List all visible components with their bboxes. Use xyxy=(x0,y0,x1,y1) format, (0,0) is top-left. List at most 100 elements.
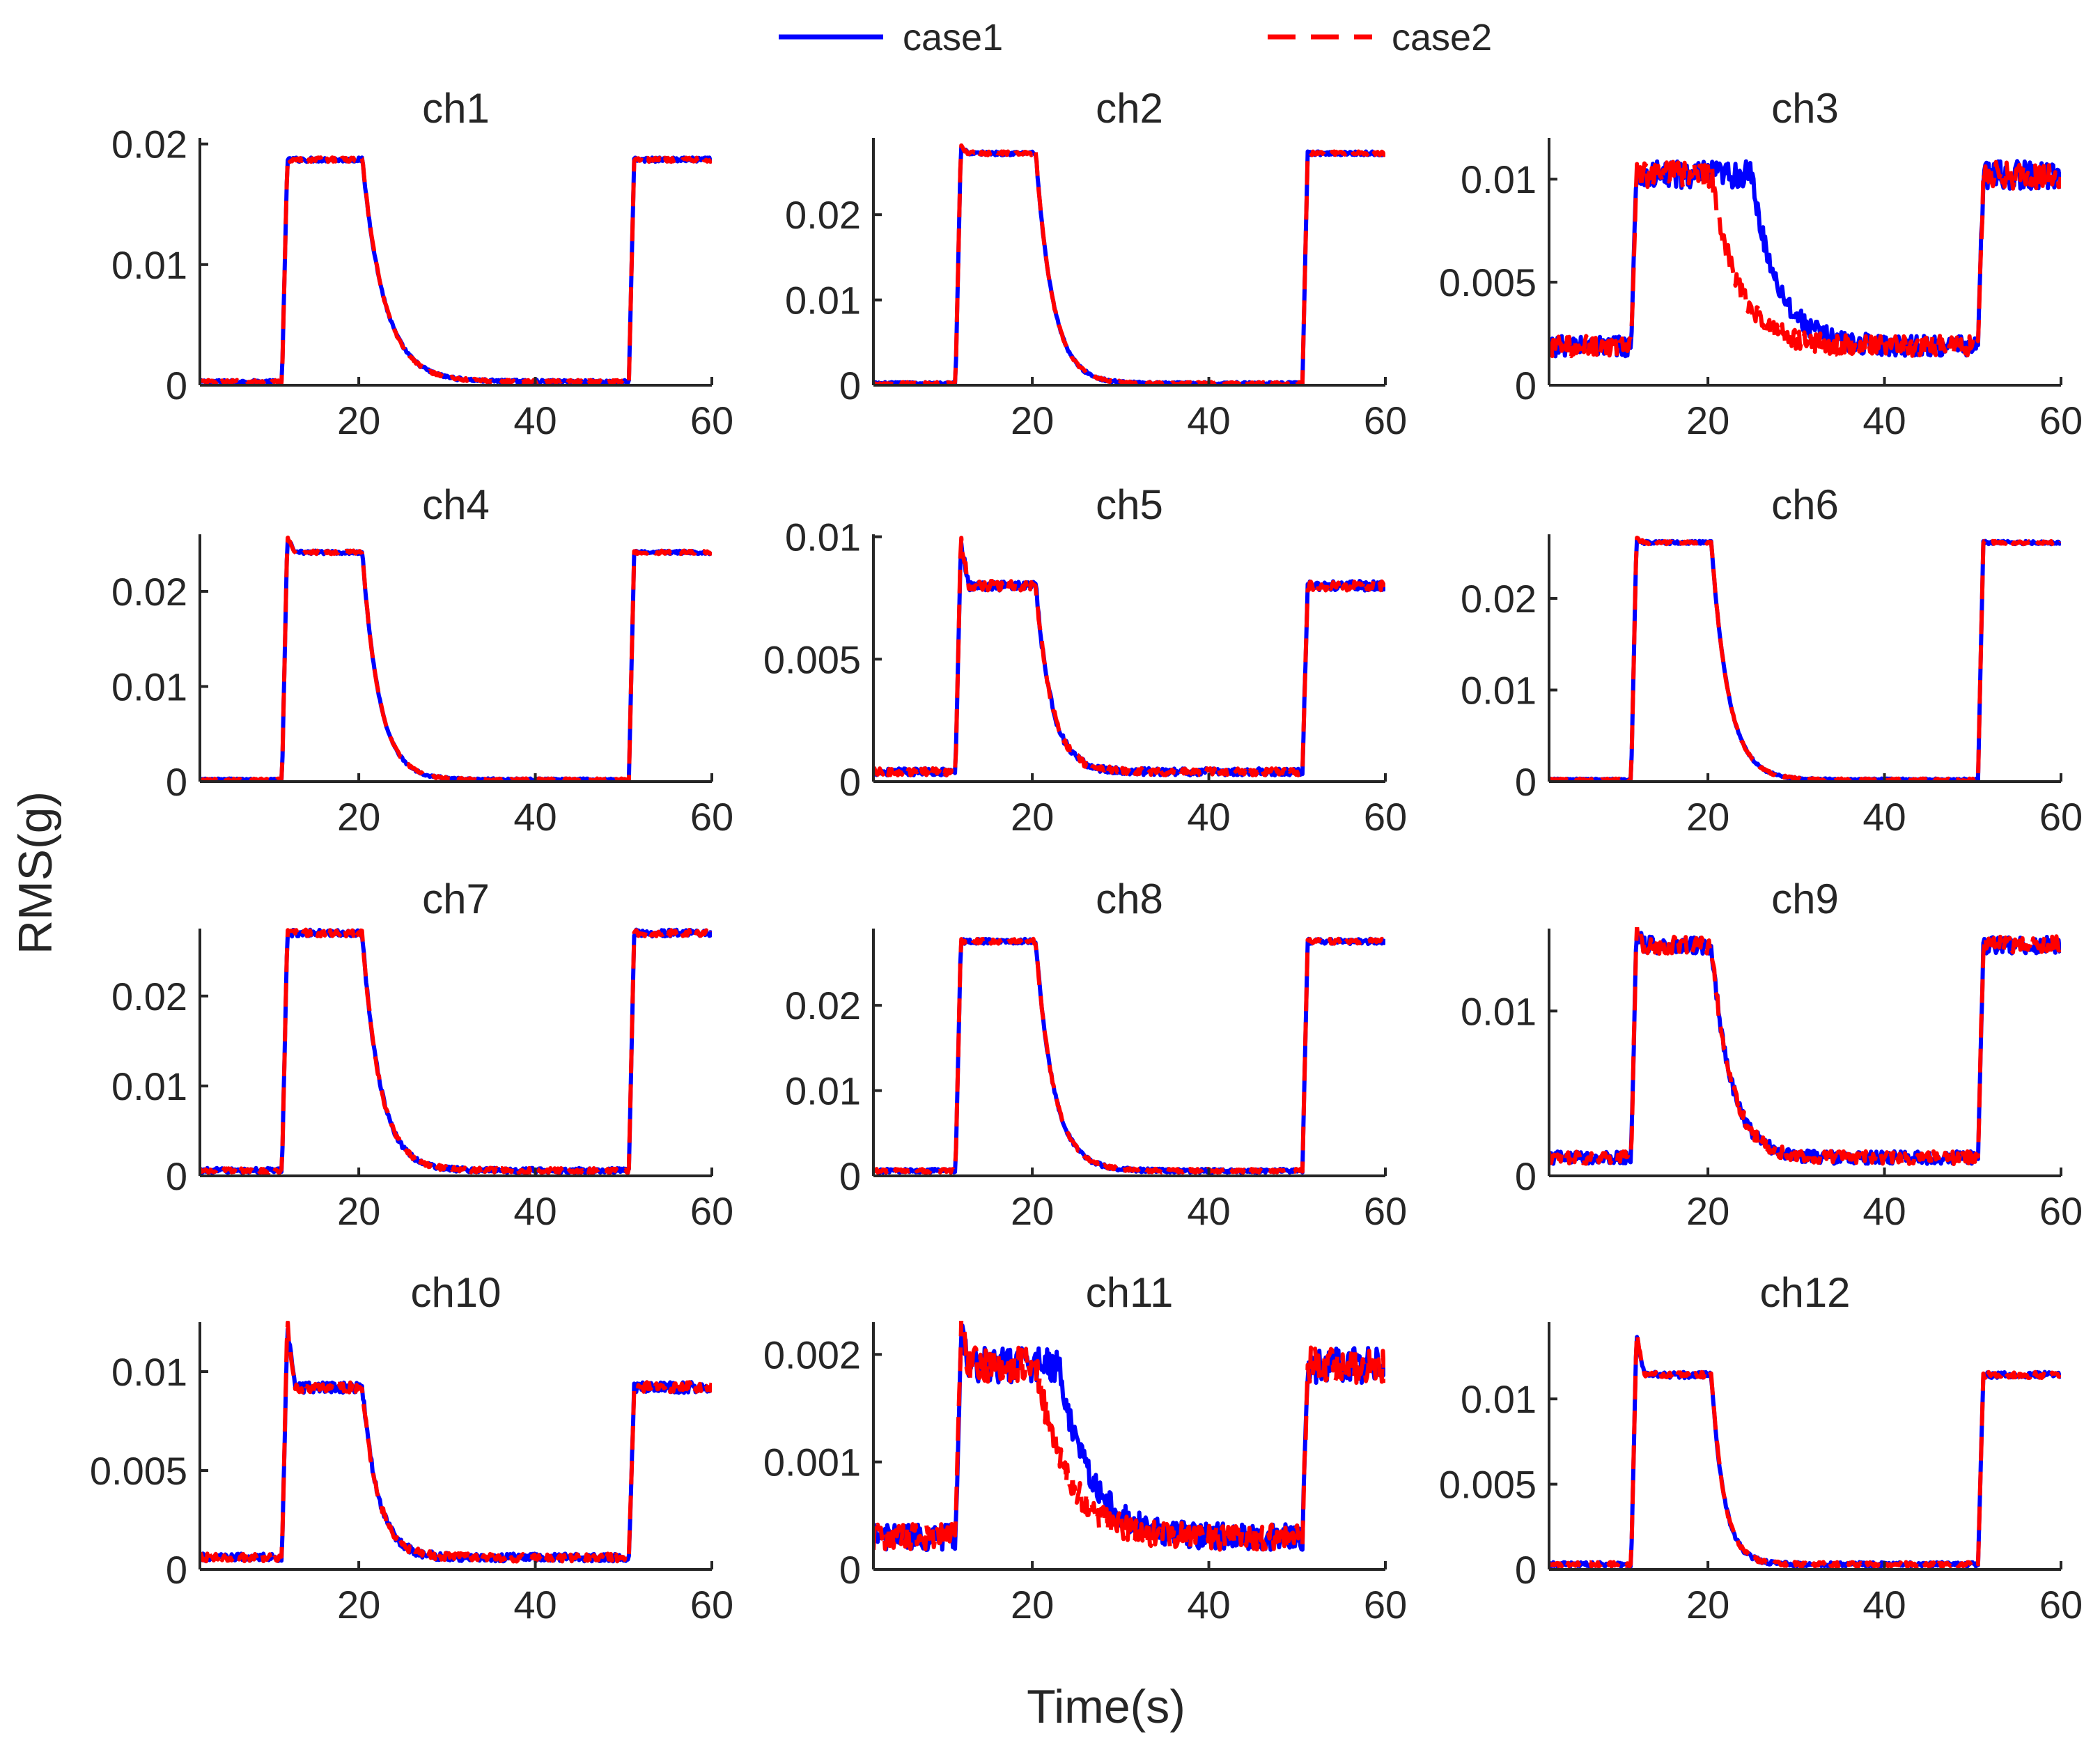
y-tick-label-0.01-ch2: 0.01 xyxy=(785,279,861,323)
x-tick-label-40-ch3: 40 xyxy=(1862,398,1906,442)
y-tick-label-0.01-ch10: 0.01 xyxy=(111,1350,187,1394)
y-tick-label-0-ch2: 0 xyxy=(839,364,861,408)
panel-title-ch9: ch9 xyxy=(1771,876,1839,922)
panel-ch1: ch1 20 40 60 0 0.01 0.02 xyxy=(111,85,733,442)
y-tick-label-0.01-ch8: 0.01 xyxy=(785,1069,861,1113)
x-tick-label-40-ch7: 40 xyxy=(513,1189,557,1233)
series-case1-ch6 xyxy=(1549,536,2061,782)
x-tick-label-40-ch5: 40 xyxy=(1187,795,1230,839)
panel-title-ch6: ch6 xyxy=(1771,481,1839,528)
y-axis-title: RMS(g) xyxy=(9,791,62,954)
y-tick-label-0.01-ch12: 0.01 xyxy=(1461,1377,1537,1421)
series-case2-ch2 xyxy=(873,143,1385,385)
x-tick-label-60-ch4: 60 xyxy=(690,795,733,839)
x-tick-label-20-ch4: 20 xyxy=(337,795,380,839)
y-tick-label-0.02-ch1: 0.02 xyxy=(111,123,187,166)
y-tick-label-0.01-ch6: 0.01 xyxy=(1461,669,1537,713)
panel-title-ch7: ch7 xyxy=(422,876,490,922)
panel-title-ch2: ch2 xyxy=(1096,85,1163,132)
y-tick-label-0.01-ch9: 0.01 xyxy=(1461,989,1537,1033)
y-tick-label-0-ch3: 0 xyxy=(1515,364,1537,408)
y-tick-label-0.02-ch7: 0.02 xyxy=(111,975,187,1018)
series-case1-ch10 xyxy=(200,1326,712,1564)
series-case2-ch4 xyxy=(200,535,712,782)
panel-title-ch10: ch10 xyxy=(410,1269,501,1316)
x-tick-label-60-ch1: 60 xyxy=(690,398,733,442)
x-tick-label-40-ch11: 40 xyxy=(1187,1583,1230,1627)
series-case2-ch8 xyxy=(873,936,1385,1175)
panel-title-ch12: ch12 xyxy=(1759,1269,1850,1316)
panel-title-ch11: ch11 xyxy=(1086,1269,1174,1316)
y-tick-label-0.005-ch3: 0.005 xyxy=(1439,261,1537,304)
panel-grid: ch12 0 40 60 0 0.01 0.02 ch2 20 40 60 0 0.01 0.02 ch3 2… xyxy=(90,85,2083,1627)
x-tick-label-60-ch10: 60 xyxy=(690,1583,733,1627)
y-tick-label-0.001-ch11: 0.001 xyxy=(763,1441,861,1484)
legend: case1 case2 xyxy=(779,17,1492,59)
series-case1-ch11 xyxy=(873,1323,1385,1552)
x-tick-label-60-ch3: 60 xyxy=(2039,398,2083,442)
x-tick-label-20-ch10: 20 xyxy=(337,1583,380,1627)
panel-ch12: ch12 20 40 60 0 0.005 0.01 xyxy=(1439,1269,2083,1627)
x-tick-label-40-ch9: 40 xyxy=(1862,1189,1906,1233)
x-tick-label-20-ch7: 20 xyxy=(337,1189,380,1233)
y-tick-label-0-ch7: 0 xyxy=(166,1154,187,1198)
panel-ch11: ch11 20 40 60 0 0.001 0.002 xyxy=(763,1269,1407,1627)
x-tick-label-20-ch5: 20 xyxy=(1011,795,1054,839)
x-tick-label-60-ch8: 60 xyxy=(1364,1189,1407,1233)
x-tick-label-60-ch6: 60 xyxy=(2039,795,2083,839)
x-tick-label-20-ch11: 20 xyxy=(1011,1583,1054,1627)
series-case2-ch3 xyxy=(1549,160,2061,359)
y-tick-label-0.01-ch4: 0.01 xyxy=(111,665,187,708)
panel-title-ch3: ch3 xyxy=(1771,85,1839,132)
y-tick-label-0.02-ch6: 0.02 xyxy=(1461,577,1537,621)
x-axis-title: Time(s) xyxy=(1027,1680,1185,1733)
y-tick-label-0.02-ch2: 0.02 xyxy=(785,193,861,237)
panel-ch2: ch2 20 40 60 0 0.01 0.02 xyxy=(785,85,1407,442)
series-case1-ch5 xyxy=(873,541,1385,777)
legend-label-case1: case1 xyxy=(903,17,1003,59)
series-case2-ch1 xyxy=(200,155,712,385)
x-tick-label-60-ch9: 60 xyxy=(2039,1189,2083,1233)
x-tick-label-40-ch2: 40 xyxy=(1187,398,1230,442)
x-tick-label-40-ch10: 40 xyxy=(513,1583,557,1627)
y-tick-label-0-ch5: 0 xyxy=(839,760,861,804)
x-tick-label-20-ch1: 20 xyxy=(337,398,380,442)
panel-ch5: ch5 20 40 60 0 0.005 0.01 xyxy=(763,481,1407,839)
y-tick-label-0.01-ch5: 0.01 xyxy=(785,515,861,559)
series-case2-ch10 xyxy=(200,1321,712,1564)
series-case2-ch12 xyxy=(1549,1331,2061,1569)
x-tick-label-20-ch3: 20 xyxy=(1686,398,1729,442)
y-tick-label-0.01-ch7: 0.01 xyxy=(111,1064,187,1108)
panel-title-ch5: ch5 xyxy=(1096,481,1163,528)
legend-label-case2: case2 xyxy=(1392,17,1492,59)
x-tick-label-40-ch1: 40 xyxy=(513,398,557,442)
series-case2-ch5 xyxy=(873,536,1385,777)
x-tick-label-20-ch2: 20 xyxy=(1011,398,1054,442)
y-tick-label-0.02-ch8: 0.02 xyxy=(785,984,861,1027)
x-tick-label-60-ch12: 60 xyxy=(2039,1583,2083,1627)
x-tick-label-60-ch11: 60 xyxy=(1364,1583,1407,1627)
y-tick-label-0.02-ch4: 0.02 xyxy=(111,570,187,614)
panel-ch9: ch9 20 40 60 0 0.01 xyxy=(1461,876,2083,1233)
x-tick-label-40-ch12: 40 xyxy=(1862,1583,1906,1627)
x-tick-label-60-ch7: 60 xyxy=(690,1189,733,1233)
y-tick-label-0.005-ch5: 0.005 xyxy=(763,637,861,681)
y-tick-label-0.005-ch12: 0.005 xyxy=(1439,1463,1537,1507)
series-case2-ch6 xyxy=(1549,535,2061,782)
x-tick-label-40-ch4: 40 xyxy=(513,795,557,839)
x-tick-label-60-ch5: 60 xyxy=(1364,795,1407,839)
panel-ch8: ch8 20 40 60 0 0.01 0.02 xyxy=(785,876,1407,1233)
y-tick-label-0-ch9: 0 xyxy=(1515,1154,1537,1198)
y-tick-label-0-ch10: 0 xyxy=(166,1548,187,1592)
panel-title-ch8: ch8 xyxy=(1096,876,1163,922)
panel-ch3: ch3 20 40 60 0 0.005 0.01 xyxy=(1439,85,2083,442)
x-tick-label-40-ch6: 40 xyxy=(1862,795,1906,839)
series-case2-ch9 xyxy=(1549,927,2061,1166)
panel-title-ch4: ch4 xyxy=(422,481,490,528)
x-tick-label-20-ch9: 20 xyxy=(1686,1189,1729,1233)
series-case2-ch11 xyxy=(873,1321,1385,1552)
series-case1-ch12 xyxy=(1549,1335,2061,1569)
x-tick-label-60-ch2: 60 xyxy=(1364,398,1407,442)
y-tick-label-0.01-ch1: 0.01 xyxy=(111,243,187,287)
